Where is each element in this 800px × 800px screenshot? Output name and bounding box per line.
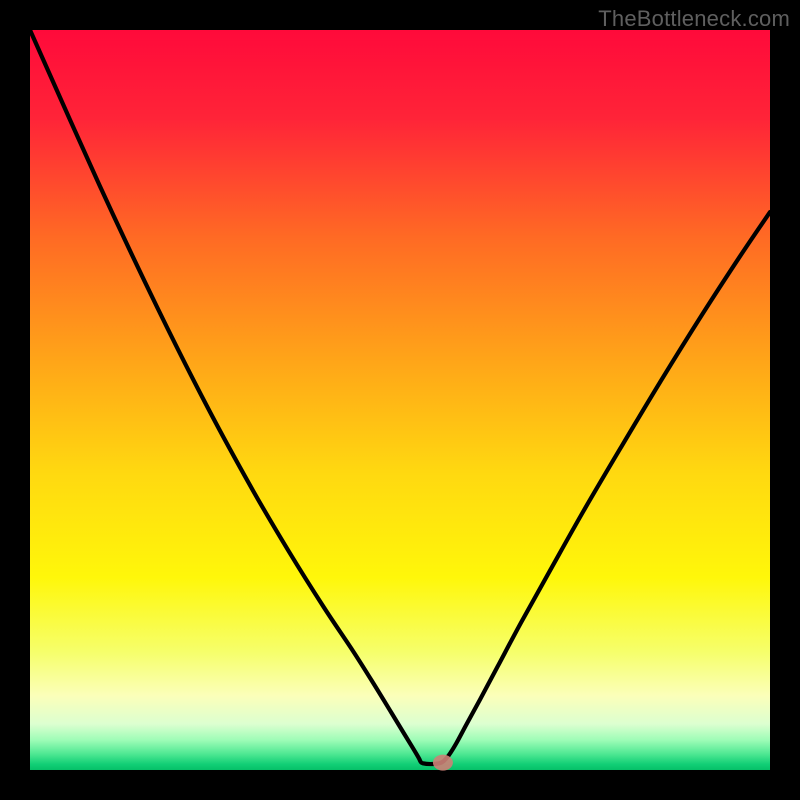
chart-svg [0,0,800,800]
plot-area [30,30,770,770]
watermark-text: TheBottleneck.com [598,6,790,32]
chart-container: TheBottleneck.com [0,0,800,800]
marker-dot [433,755,453,771]
